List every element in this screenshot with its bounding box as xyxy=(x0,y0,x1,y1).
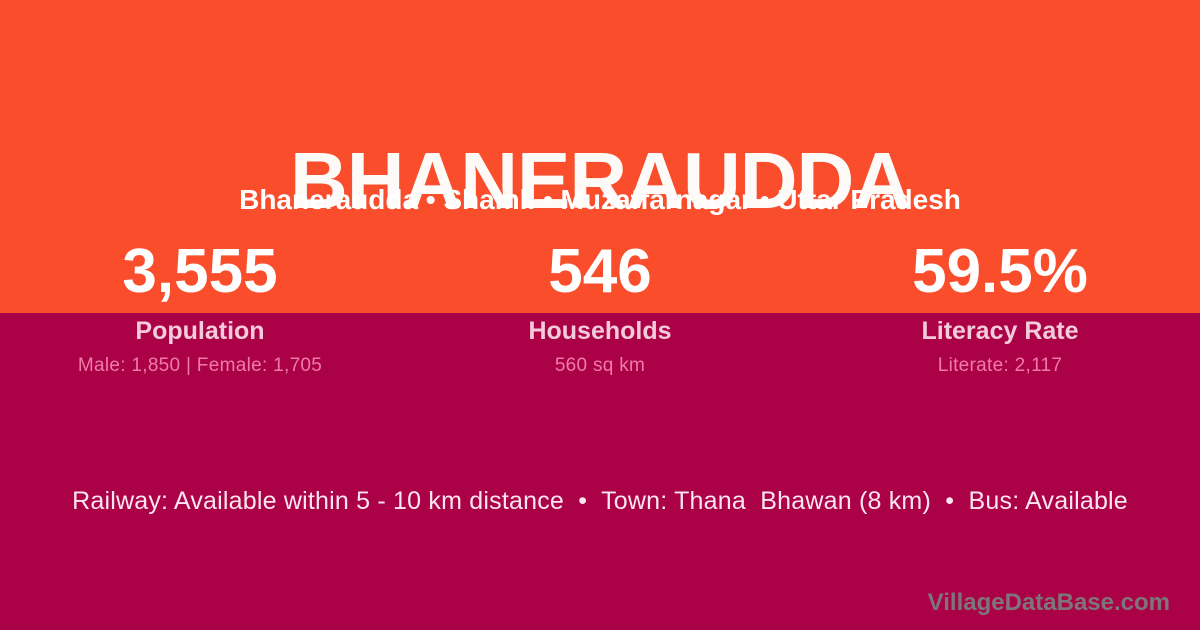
population-detail: Male: 1,850 | Female: 1,705 xyxy=(77,355,323,376)
top-orange-band xyxy=(0,0,1200,313)
literacy-detail: Literate: 2,117 xyxy=(937,355,1063,376)
amenities-line: Railway: Available within 5 - 10 km dist… xyxy=(72,487,1128,515)
literacy-value: 59.5% xyxy=(912,237,1088,306)
stats-row: 3,555 Population Male: 1,850 | Female: 1… xyxy=(0,238,1200,377)
location-breadcrumb: Bhaneraudda • Shamli • Muzaffarnagar • U… xyxy=(239,184,961,215)
population-label: Population xyxy=(135,317,265,345)
stat-population: 3,555 Population Male: 1,850 | Female: 1… xyxy=(0,238,400,377)
literacy-label: Literacy Rate xyxy=(921,317,1079,345)
village-title: BHANERAUDDA xyxy=(289,135,911,225)
households-value: 546 xyxy=(548,237,652,306)
brand-watermark: VillageDataBase.com xyxy=(927,589,1170,616)
population-value: 3,555 xyxy=(122,237,278,306)
households-label: Households xyxy=(528,317,672,345)
stat-households: 546 Households 560 sq km xyxy=(400,238,800,377)
stat-literacy-rate: 59.5% Literacy Rate Literate: 2,117 xyxy=(800,238,1200,377)
households-detail: 560 sq km xyxy=(554,355,646,376)
